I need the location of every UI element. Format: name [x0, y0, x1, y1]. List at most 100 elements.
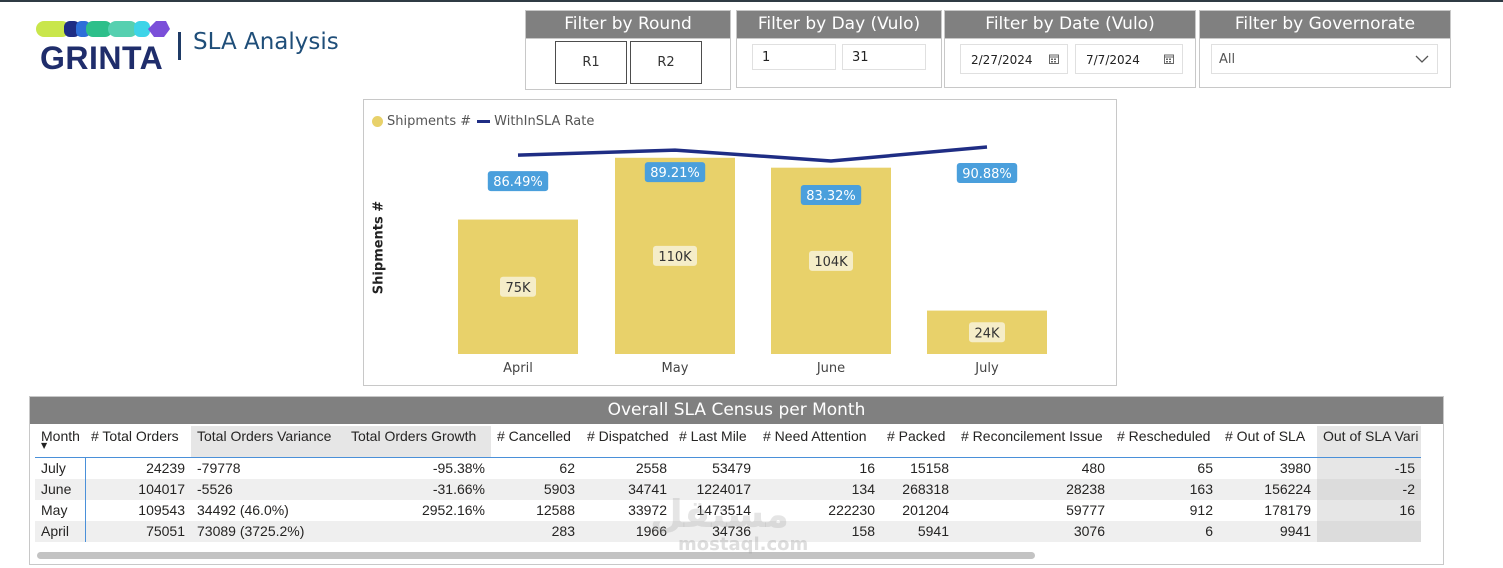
- filter-governorate-title: Filter by Governorate: [1200, 11, 1450, 39]
- sla-rate-data-label: 89.21%: [650, 166, 700, 181]
- governorate-select[interactable]: All: [1211, 44, 1438, 74]
- column-header[interactable]: # Total Orders: [85, 426, 191, 458]
- table-cell: -95.38%: [432, 460, 485, 476]
- round-r1-button[interactable]: R1: [555, 41, 627, 84]
- table-cell: 222230: [828, 502, 875, 518]
- x-tick-label: May: [662, 361, 689, 376]
- table-cell: 59777: [1066, 502, 1105, 518]
- column-header[interactable]: # Reconcilement Issue: [955, 426, 1111, 458]
- logo-pills-graphic: [36, 21, 170, 37]
- sla-census-table: Overall SLA Census per Month Month # Tota…: [29, 396, 1444, 565]
- sla-rate-label-bg: [487, 171, 549, 192]
- table-cell: 9941: [1219, 521, 1317, 542]
- sla-rate-data-label: 86.49%: [493, 175, 543, 190]
- sla-rate-label-bg: [956, 163, 1018, 183]
- chart-legend: Shipments # WithInSLA Rate: [372, 114, 594, 129]
- table-cell: [345, 521, 491, 542]
- legend-item-sla-rate[interactable]: WithInSLA Rate: [494, 114, 595, 129]
- day-from-input[interactable]: 1: [752, 44, 836, 70]
- table-cell: -79778: [197, 460, 241, 476]
- table-cell: 283: [491, 521, 581, 542]
- table-cell: 34492 (46.0%): [197, 502, 289, 518]
- column-header[interactable]: # Cancelled: [491, 426, 581, 458]
- bar-label-bg: [809, 250, 853, 271]
- bar-data-label: 104K: [814, 255, 848, 270]
- shipments-chart: Shipments # WithInSLA Rate Shipments # 7…: [363, 99, 1117, 386]
- column-header[interactable]: # Out of SLA: [1219, 426, 1317, 458]
- table-cell: 5903: [491, 479, 581, 500]
- table-row[interactable]: June 104017 -5526 -31.66% 5903 34741 1224017 13…: [35, 479, 1421, 500]
- filter-round: Filter by Round R1 R2: [525, 10, 731, 90]
- table-cell: 268318: [881, 479, 955, 500]
- table-cell: 73089 (3725.2%): [191, 521, 345, 542]
- calendar-icon[interactable]: [1049, 54, 1059, 64]
- date-to-input[interactable]: 7/7/2024: [1075, 44, 1183, 74]
- table-cell: 156224: [1219, 479, 1317, 500]
- column-header[interactable]: # Dispatched: [581, 426, 673, 458]
- chevron-down-icon: [1415, 55, 1429, 63]
- x-tick-label: July: [974, 361, 999, 376]
- x-tick-label: June: [816, 361, 845, 376]
- census-table-grid: Month # Total Orders Total Orders Variance…: [35, 426, 1421, 542]
- table-cell: -31.66%: [345, 479, 491, 500]
- filter-governorate: Filter by Governorate All: [1199, 10, 1451, 88]
- logo-text: GRINTA: [40, 40, 164, 76]
- filter-date: Filter by Date (Vulo) 2/27/2024 7/7/2024: [944, 10, 1196, 88]
- table-cell: 16: [1317, 500, 1421, 521]
- table-cell: 104017: [85, 479, 191, 500]
- table-cell: 480: [1081, 460, 1105, 476]
- column-header[interactable]: # Packed: [881, 426, 955, 458]
- date-to-value: 7/7/2024: [1086, 53, 1140, 67]
- table-cell: 33972: [628, 502, 667, 518]
- sort-desc-icon[interactable]: ▼: [41, 441, 48, 450]
- table-row[interactable]: May 109543 34492 (46.0%) 2952.16% 12588 33972…: [35, 500, 1421, 521]
- table-cell: 75051: [85, 521, 191, 542]
- table-cell: 2952.16%: [421, 502, 485, 518]
- sla-rate-line[interactable]: [517, 145, 988, 163]
- table-cell: 912: [1189, 502, 1213, 518]
- table-cell: 62: [559, 460, 575, 476]
- legend-line-marker: [477, 120, 491, 123]
- date-from-input[interactable]: 2/27/2024: [960, 44, 1068, 74]
- table-cell: 201204: [902, 502, 949, 518]
- round-r2-button[interactable]: R2: [630, 41, 702, 84]
- column-header[interactable]: # Last Mile: [673, 426, 757, 458]
- column-header[interactable]: Month: [35, 426, 85, 458]
- table-cell: 34741: [581, 479, 673, 500]
- column-header[interactable]: # Need Attention: [757, 426, 881, 458]
- column-header[interactable]: # Rescheduled: [1111, 426, 1219, 458]
- day-to-input[interactable]: 31: [842, 44, 926, 70]
- title-divider: [178, 32, 181, 60]
- filter-day-title: Filter by Day (Vulo): [737, 11, 941, 39]
- legend-item-shipments[interactable]: Shipments #: [387, 114, 472, 129]
- calendar-icon[interactable]: [1164, 54, 1174, 64]
- table-cell: -2: [1317, 479, 1421, 500]
- governorate-selected: All: [1219, 52, 1236, 67]
- table-cell: 163: [1111, 479, 1219, 500]
- column-header[interactable]: Total Orders Growth: [345, 426, 491, 458]
- table-row[interactable]: July 24239 -79778 -95.38% 62 2558 53479 16 15158…: [35, 457, 1421, 479]
- table-cell: [1317, 521, 1421, 542]
- table-cell: -5526: [191, 479, 345, 500]
- bar-label-bg: [653, 245, 697, 266]
- table-cell: 1224017: [673, 479, 757, 500]
- table-cell: 134: [757, 479, 881, 500]
- chart-plot-area: 75K April 110K May 104K June 24K July 86.49% 89.2…: [458, 145, 1047, 376]
- table-cell: 12588: [536, 502, 575, 518]
- table-cell: 1473514: [696, 502, 751, 518]
- bar-data-label: 110K: [658, 250, 692, 265]
- table-cell: 2558: [635, 460, 667, 476]
- top-border: [0, 0, 1503, 2]
- table-header-row: Month # Total Orders Total Orders Variance…: [35, 426, 1421, 458]
- horizontal-scrollbar[interactable]: [37, 552, 1035, 559]
- column-header[interactable]: Out of SLA Vari: [1317, 426, 1421, 458]
- column-header[interactable]: Total Orders Variance: [191, 426, 345, 458]
- table-cell: -15: [1317, 457, 1421, 479]
- filter-round-title: Filter by Round: [526, 11, 730, 39]
- table-row[interactable]: April 75051 73089 (3725.2%) 283 1966 34736 158…: [35, 521, 1421, 542]
- table-cell: 16: [859, 460, 875, 476]
- table-cell: 65: [1197, 460, 1213, 476]
- table-cell: June: [35, 479, 86, 500]
- bar-data-label: 75K: [505, 281, 531, 296]
- table-cell: 53479: [712, 460, 751, 476]
